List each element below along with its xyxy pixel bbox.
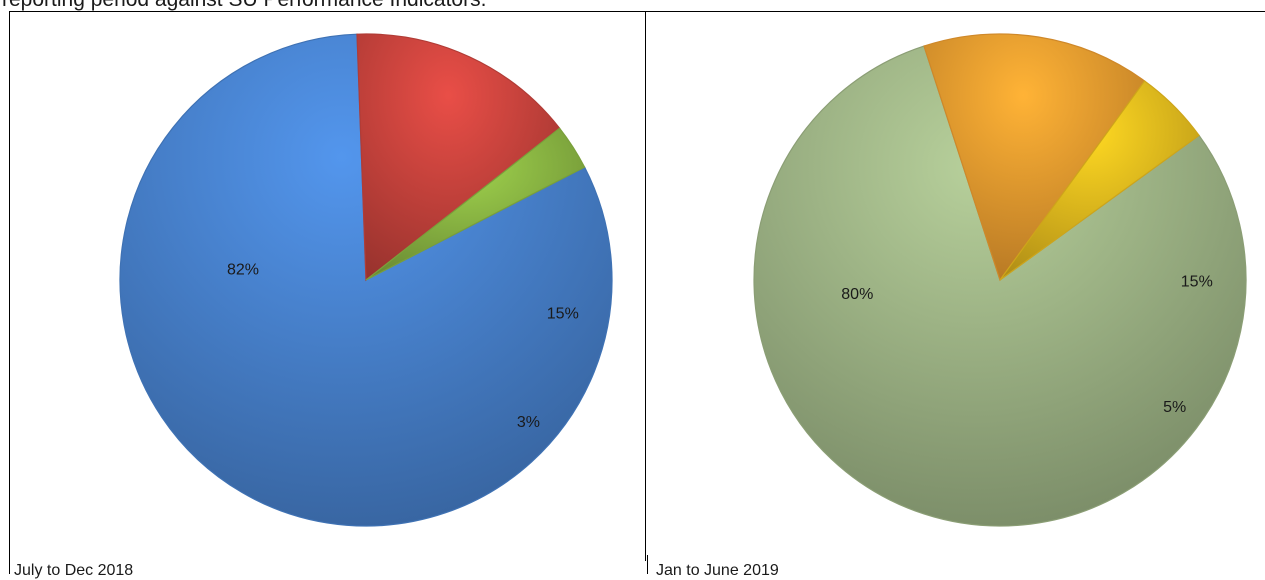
pie-slice	[356, 33, 561, 282]
pie-slice	[365, 127, 586, 281]
pie-chart-jan-june-2019: 80% 15% 5%	[753, 33, 1247, 527]
slice-label: 80%	[841, 286, 873, 303]
slice-label: 3%	[517, 414, 540, 431]
chart-panel-right: 80% 15% 5% Jan to June 2019	[646, 12, 1265, 579]
slice-label: 15%	[1181, 274, 1213, 291]
chart-caption-right: Jan to June 2019	[656, 562, 779, 579]
header-text: reporting period against SU Performance …	[2, 0, 486, 12]
pie-slice	[923, 33, 1146, 282]
slice-label: 15%	[547, 306, 579, 323]
slice-label: 82%	[227, 261, 259, 278]
pie-chart-july-dec-2018: 82% 15% 3%	[119, 33, 613, 527]
table-border-left	[9, 11, 10, 574]
chart-panel-left: 82% 15% 3% July to Dec 2018	[10, 12, 645, 579]
pie-slice	[999, 80, 1200, 281]
pie-slice	[753, 45, 1247, 527]
table-border-middle	[645, 11, 646, 561]
table-border-middle-lower	[647, 555, 648, 574]
chart-caption-left: July to Dec 2018	[14, 562, 134, 579]
table-border-top	[10, 11, 1265, 12]
slice-label: 5%	[1163, 399, 1186, 416]
